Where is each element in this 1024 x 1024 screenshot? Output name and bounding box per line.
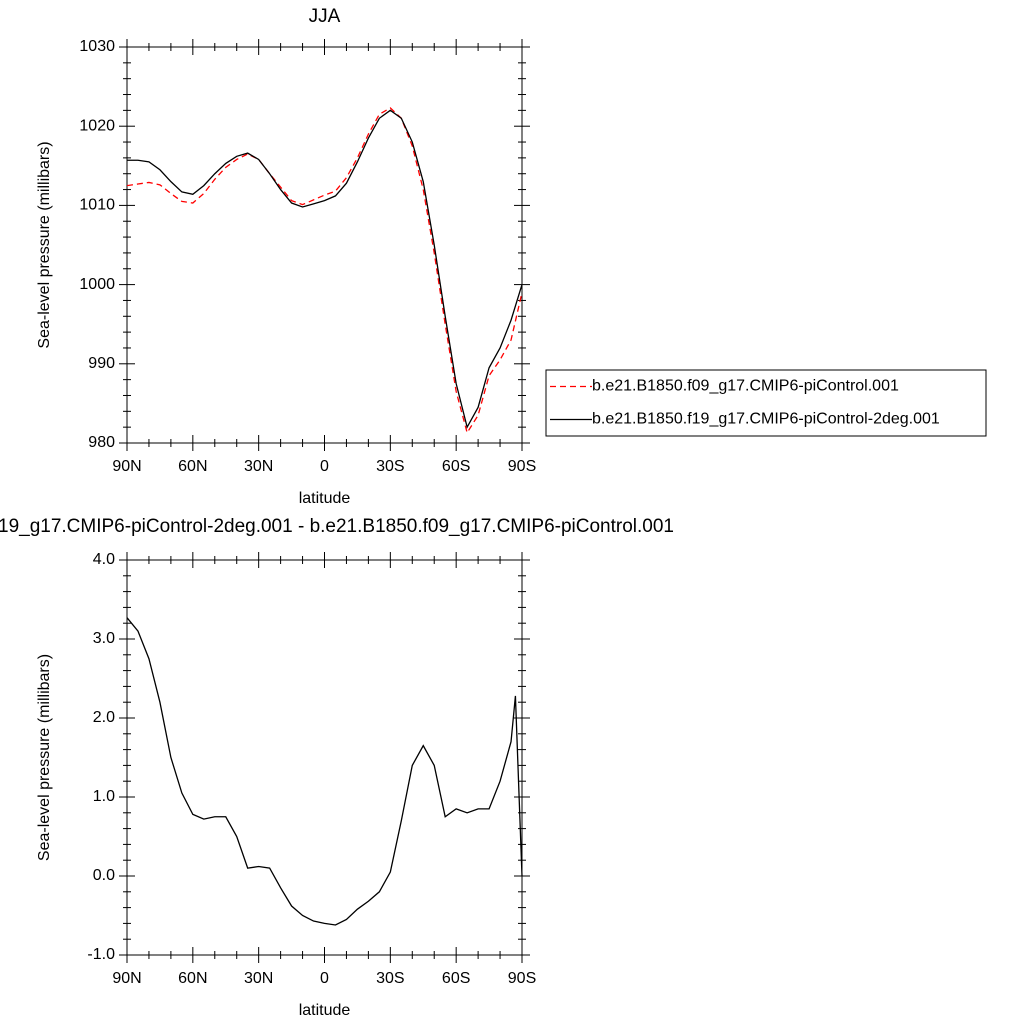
y-tick-label: 2.0 bbox=[93, 709, 115, 726]
plot-frame bbox=[126, 559, 523, 956]
chart-title: 19_g17.CMIP6-piControl-2deg.001 - b.e21.… bbox=[0, 516, 674, 537]
data-line bbox=[126, 617, 523, 926]
y-tick-label: 990 bbox=[88, 355, 115, 372]
y-tick-label: -1.0 bbox=[87, 946, 115, 963]
data-line bbox=[127, 109, 523, 429]
x-tick-label: 60S bbox=[442, 970, 470, 987]
y-tick-label: 1020 bbox=[79, 117, 115, 134]
x-tick-label: 90N bbox=[112, 458, 141, 475]
x-tick-label: 30N bbox=[244, 458, 273, 475]
chart-title: JJA bbox=[309, 6, 341, 27]
plot-frame bbox=[126, 46, 523, 444]
y-axis-label: Sea-level pressure (millibars) bbox=[36, 654, 53, 861]
legend-label: b.e21.B1850.f09_g17.CMIP6-piControl.001 bbox=[592, 378, 899, 395]
x-tick-label: 0 bbox=[320, 458, 329, 475]
legend-box bbox=[545, 369, 987, 437]
x-tick-label: 60N bbox=[178, 970, 207, 987]
y-tick-label: 1030 bbox=[79, 38, 115, 55]
y-tick-label: 1000 bbox=[79, 276, 115, 293]
x-axis-label: latitude bbox=[299, 1002, 351, 1019]
legend-label: b.e21.B1850.f19_g17.CMIP6-piControl-2deg… bbox=[592, 411, 940, 428]
x-tick-label: 0 bbox=[320, 970, 329, 987]
x-tick-label: 90S bbox=[508, 970, 536, 987]
y-tick-label: 1010 bbox=[79, 197, 115, 214]
x-tick-label: 30N bbox=[244, 970, 273, 987]
x-tick-label: 90N bbox=[112, 970, 141, 987]
y-tick-label: 1.0 bbox=[93, 788, 115, 805]
y-tick-label: 0.0 bbox=[93, 867, 115, 884]
x-tick-label: 90S bbox=[508, 458, 536, 475]
data-line bbox=[126, 107, 523, 435]
x-tick-label: 60S bbox=[442, 458, 470, 475]
x-tick-label: 30S bbox=[376, 970, 404, 987]
y-tick-label: 980 bbox=[88, 434, 115, 451]
x-axis-label: latitude bbox=[299, 490, 351, 507]
x-tick-label: 30S bbox=[376, 458, 404, 475]
y-tick-label: 3.0 bbox=[93, 630, 115, 647]
x-tick-label: 60N bbox=[178, 458, 207, 475]
y-tick-label: 4.0 bbox=[93, 551, 115, 568]
y-axis-label: Sea-level pressure (millibars) bbox=[36, 141, 53, 348]
